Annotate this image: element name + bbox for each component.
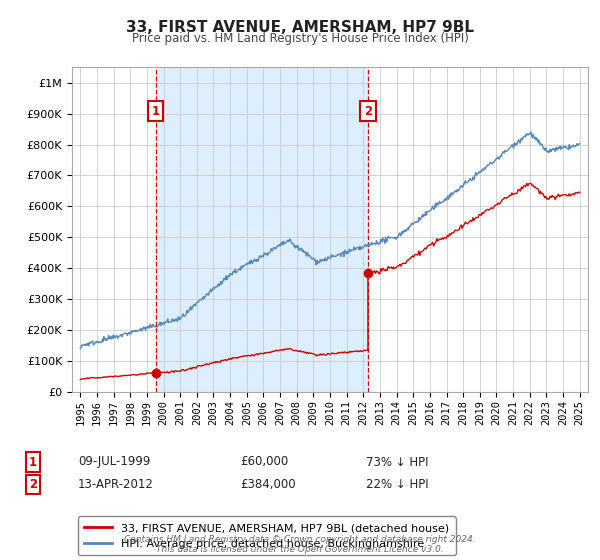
Text: Price paid vs. HM Land Registry's House Price Index (HPI): Price paid vs. HM Land Registry's House … xyxy=(131,32,469,45)
Text: 2: 2 xyxy=(29,478,37,491)
Text: 22% ↓ HPI: 22% ↓ HPI xyxy=(366,478,428,491)
Text: 09-JUL-1999: 09-JUL-1999 xyxy=(78,455,151,469)
Text: Contains HM Land Registry data © Crown copyright and database right 2024.
This d: Contains HM Land Registry data © Crown c… xyxy=(124,535,476,554)
Legend: 33, FIRST AVENUE, AMERSHAM, HP7 9BL (detached house), HPI: Average price, detach: 33, FIRST AVENUE, AMERSHAM, HP7 9BL (det… xyxy=(77,516,455,556)
Text: £60,000: £60,000 xyxy=(240,455,288,469)
Text: 33, FIRST AVENUE, AMERSHAM, HP7 9BL: 33, FIRST AVENUE, AMERSHAM, HP7 9BL xyxy=(126,20,474,35)
Bar xyxy=(155,67,368,392)
Text: 73% ↓ HPI: 73% ↓ HPI xyxy=(366,455,428,469)
Text: 1: 1 xyxy=(151,105,160,118)
Text: 1: 1 xyxy=(29,455,37,469)
Text: 13-APR-2012: 13-APR-2012 xyxy=(78,478,154,491)
Text: £384,000: £384,000 xyxy=(240,478,296,491)
Text: 2: 2 xyxy=(364,105,372,118)
